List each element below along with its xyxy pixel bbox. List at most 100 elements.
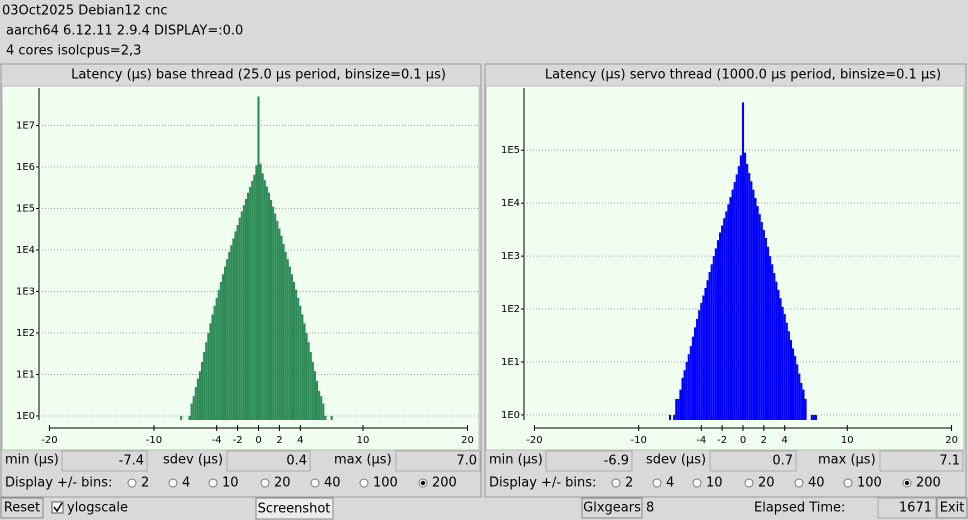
histogram-bar [792,348,795,420]
histogram-bar [754,198,757,420]
bins-radio[interactable] [310,478,320,488]
bins-option: 20 [274,476,291,491]
histogram-bar [257,96,260,420]
chart-title: Latency (µs) base thread (25.0 µs period… [71,68,446,83]
glxgears-label: Glxgears [583,501,641,516]
bins-radio[interactable] [168,478,178,488]
x-tick-label: 20 [461,435,474,446]
histogram-bar [305,332,308,420]
x-tick-label: 0 [255,435,261,446]
y-tick-label: 1E1 [16,369,35,380]
screenshot-label: Screenshot [258,502,331,517]
bins-option: 2 [141,476,149,491]
stat-entry [879,450,964,472]
elapsed-value: 1671 [899,501,932,516]
histogram-bar [249,186,252,420]
histogram-bar [267,192,270,420]
glxgears-button[interactable] [581,497,643,519]
bins-label: Display +/- bins: [5,476,112,491]
histogram-bar [773,272,776,420]
stat-label: min (µs) [489,453,543,468]
histogram-bar [244,198,248,420]
histogram-bar [251,180,254,420]
bins-radio[interactable] [744,478,754,488]
histogram-bar [729,197,732,420]
histogram-bar [769,256,772,420]
screenshot-button[interactable] [255,497,334,520]
stat-value: 7.1 [939,454,960,469]
histogram-bar [812,414,815,420]
bins-option: 4 [182,476,190,491]
check-mark [53,502,63,513]
histogram-bar [232,238,235,420]
histogram-bar [240,211,243,420]
histogram-bar [683,370,686,420]
x-tick-label: -10 [631,435,647,446]
histogram-bar [810,414,813,420]
bins-radio[interactable] [794,478,804,488]
histogram-bar [777,289,780,420]
histogram-bar [286,259,289,420]
histogram-bar [217,289,220,420]
stat-label: sdev (µs) [646,453,706,468]
bins-radio[interactable] [359,478,369,488]
histogram-bar [276,220,279,420]
stat-label: max (µs) [818,453,876,468]
histogram-bar [693,327,697,420]
histogram-bar [213,305,216,420]
exit-button[interactable] [936,497,968,519]
y-tick-label: 1E7 [16,120,35,131]
histogram-bar [691,336,694,420]
histogram-bar [205,342,208,420]
stat-entry [545,450,633,472]
histogram-bar [297,297,300,420]
bins-radio[interactable] [692,478,702,488]
histogram-bar [802,389,805,420]
bins-radio[interactable] [127,478,137,488]
x-tick-label: -20 [526,435,542,446]
bins-option: 2 [625,476,633,491]
stat-label: max (µs) [334,453,392,468]
histogram-bar [789,339,793,420]
histogram-bar [234,231,237,420]
x-tick-label: 2 [276,435,282,446]
reset-button[interactable] [0,497,44,519]
histogram-bar [787,331,790,420]
histogram-bar [196,378,199,420]
histogram-bar [814,414,818,420]
histogram-bar [318,390,321,420]
histogram-bar [733,182,736,420]
histogram-bar [242,205,245,420]
histogram-bar [696,318,699,420]
y-tick-label: 1E3 [16,286,35,297]
histogram-bar [689,346,692,420]
histogram-bar [719,232,722,420]
bins-radio[interactable] [652,478,662,488]
histogram-bar [760,222,763,420]
histogram-bar [775,281,778,420]
bins-radio[interactable] [843,478,853,488]
bins-radio[interactable] [611,478,621,488]
header-line: aarch64 6.12.11 2.9.4 DISPLAY=:0.0 [6,24,243,39]
histogram-bar [261,173,264,420]
histogram-bar [737,166,740,420]
histogram-bar [668,414,672,420]
histogram-bar [295,289,298,420]
bins-radio[interactable] [260,478,270,488]
ylogscale-checkbox[interactable] [51,501,64,514]
stat-value: 0.7 [772,454,793,469]
histogram-bar [710,264,713,420]
histogram-bar [299,305,302,420]
histogram-bar [309,351,312,420]
histogram-bar [779,298,782,420]
x-tick-label: -10 [146,435,162,446]
bins-radio[interactable] [208,478,218,488]
y-tick-label: 1E4 [501,198,520,209]
bins-option: 100 [373,476,398,491]
histogram-bar [190,403,193,420]
histogram-bar [748,173,751,420]
x-tick-label: 20 [945,435,958,446]
histogram-bar [315,380,319,420]
histogram-bar [236,224,239,420]
